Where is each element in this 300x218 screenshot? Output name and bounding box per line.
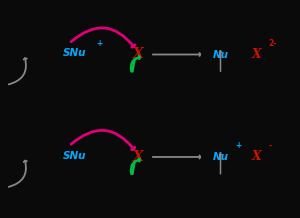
Text: X: X	[133, 48, 143, 61]
Text: +: +	[236, 141, 242, 150]
Text: 2-: 2-	[268, 39, 277, 48]
Text: X: X	[252, 150, 261, 164]
Text: +: +	[96, 39, 102, 48]
Text: Nu: Nu	[212, 49, 229, 60]
Text: X: X	[252, 48, 261, 61]
Text: SNu: SNu	[63, 48, 87, 58]
Text: SNu: SNu	[63, 151, 87, 161]
Text: Nu: Nu	[212, 152, 229, 162]
Text: -: -	[268, 141, 272, 150]
Text: X: X	[133, 150, 143, 164]
